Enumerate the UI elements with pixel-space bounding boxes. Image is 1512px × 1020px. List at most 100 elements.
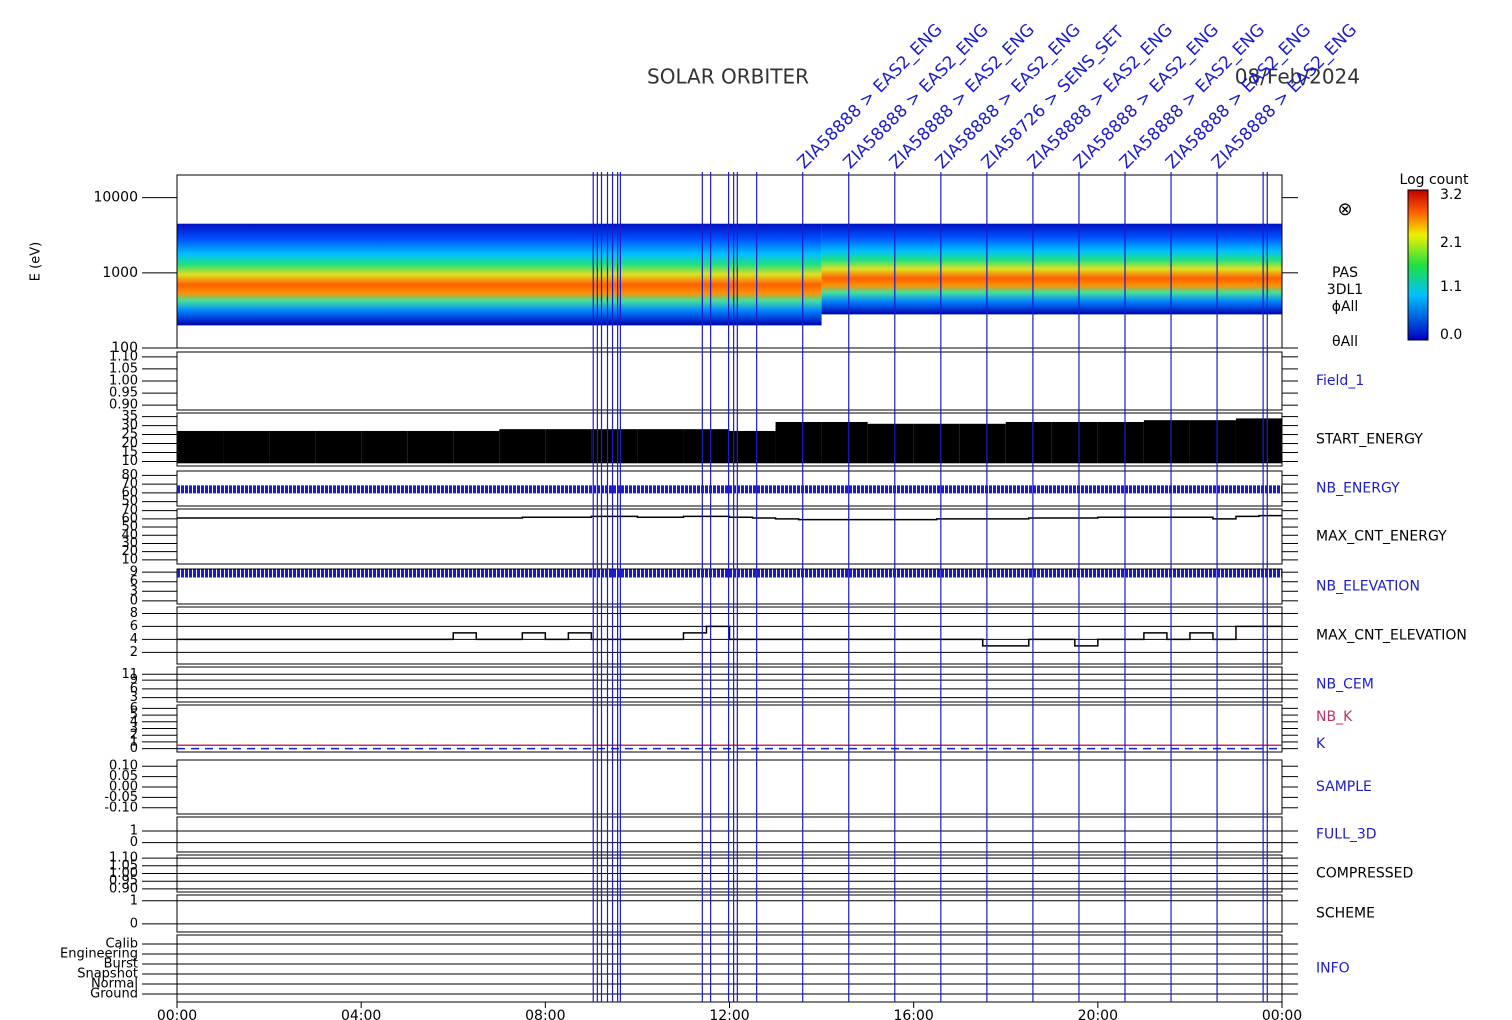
y-tick-label: 9 [130, 673, 138, 688]
y-tick-label: 1.05 [109, 361, 138, 376]
panel-frame [176, 174, 1283, 349]
spectrogram-band [821, 223, 1282, 315]
colorbar-tick-label: 3.2 [1440, 187, 1462, 203]
bar [453, 430, 500, 464]
bar [867, 423, 914, 464]
y-tick-label: 0.05 [109, 769, 138, 784]
panel-label: SAMPLE [1316, 779, 1372, 795]
y-tick-label: 70 [121, 503, 138, 518]
panel-label: MAX_CNT_ELEVATION [1316, 628, 1467, 644]
y-tick-label: 3 [130, 721, 138, 736]
y-tick-label: 5 [130, 708, 138, 723]
y-tick-label: 6 [130, 574, 138, 589]
colorbar [1407, 189, 1429, 341]
panel-label: INFO [1316, 961, 1350, 977]
y-tick-label: 2 [130, 728, 138, 743]
side-label: ϕAll [1332, 299, 1359, 315]
panel-label: NB_CEM [1316, 677, 1374, 693]
colorbar-tick-label: 1.1 [1440, 279, 1462, 295]
panel-label: START_ENERGY [1316, 432, 1423, 448]
panel-label: NB_ENERGY [1316, 481, 1400, 497]
y-tick-label: 0.90 [109, 398, 138, 413]
panel-frame [176, 351, 1283, 411]
y-tick-label: 25 [121, 427, 138, 442]
bar [223, 430, 270, 464]
bar [407, 430, 454, 464]
y-tick-label: 1 [130, 824, 138, 839]
y-tick-label: 6 [130, 681, 138, 696]
bar [177, 430, 224, 464]
title: SOLAR ORBITER [647, 65, 809, 89]
date: 08/Feb/2024 [1235, 65, 1360, 89]
y-tick-label: 0 [130, 741, 138, 756]
y-tick-label: 1.00 [109, 374, 138, 389]
y-tick-label: Ground [90, 987, 138, 1002]
y-tick-label: 8 [130, 606, 138, 621]
panel-frame [176, 666, 1283, 703]
bar [959, 423, 1006, 464]
bar [1097, 421, 1144, 464]
y-tick-label: 50 [121, 520, 138, 535]
y-tick-label: 20 [121, 436, 138, 451]
bar [269, 430, 316, 464]
bar [913, 423, 960, 464]
y-tick-label: Engineering [60, 947, 138, 962]
panel-label: SCHEME [1316, 906, 1375, 922]
panel-label: COMPRESSED [1316, 866, 1413, 882]
y-tick-label: 1 [130, 893, 138, 908]
spectrogram-band [177, 223, 822, 326]
y-tick-label: 3 [130, 690, 138, 705]
y-tick-label: 60 [121, 511, 138, 526]
x-tick-label: 08:00 [525, 1008, 565, 1020]
y-tick-label: 60 [121, 485, 138, 500]
y-tick-label: Snapshot [77, 967, 138, 982]
symbol: ⊗ [1337, 199, 1352, 220]
series-line [177, 514, 1282, 521]
y-tick-label: 1.10 [109, 851, 138, 866]
x-tick-label: 12:00 [709, 1008, 749, 1020]
y-tick-label: 80 [121, 468, 138, 483]
bar [775, 421, 822, 464]
y-tick-label: 4 [130, 632, 138, 647]
panel-frame [176, 606, 1283, 665]
y-tick-label: 0.90 [109, 881, 138, 896]
panel-frame [176, 816, 1283, 853]
y-tick-label: Normal [91, 977, 138, 992]
y-tick-label: 40 [121, 528, 138, 543]
y-tick-label: Burst [104, 957, 138, 972]
bar [361, 430, 408, 464]
y-tick-label: 20 [121, 544, 138, 559]
panel-frame [176, 934, 1283, 1003]
y-tick-label: 11 [121, 667, 138, 682]
y-tick-label: -0.05 [104, 790, 138, 805]
y-tick-label: 1 [130, 734, 138, 749]
bar [1005, 421, 1052, 464]
y-tick-label: 2 [130, 645, 138, 660]
y-tick-label: 30 [121, 536, 138, 551]
y-tick-label: 1.10 [109, 349, 138, 364]
y-tick-label: 10 [121, 454, 138, 469]
colorbar-tick-label: 0.0 [1440, 327, 1462, 343]
panel-frame [176, 759, 1283, 815]
bar [821, 421, 868, 464]
bar [591, 429, 638, 464]
x-tick-label: 00:00 [1262, 1008, 1302, 1020]
panel-label: Field_1 [1316, 373, 1364, 389]
colorbar-title: Log count [1400, 172, 1469, 188]
panel-label: K [1316, 736, 1326, 752]
y-tick-label: 6 [130, 701, 138, 716]
panel-label: NB_ELEVATION [1316, 579, 1420, 595]
y-tick-label: 10000 [93, 190, 138, 206]
bar [1235, 418, 1282, 464]
x-tick-label: 20:00 [1078, 1008, 1118, 1020]
bar [1143, 420, 1190, 464]
panel-frame [176, 568, 1283, 605]
bar [1189, 420, 1236, 464]
panel-frame [176, 508, 1283, 565]
y-tick-label: 6 [130, 619, 138, 634]
bar [1051, 421, 1098, 464]
bar [683, 429, 730, 464]
x-tick-label: 00:00 [157, 1008, 197, 1020]
x-tick-label: 04:00 [341, 1008, 381, 1020]
